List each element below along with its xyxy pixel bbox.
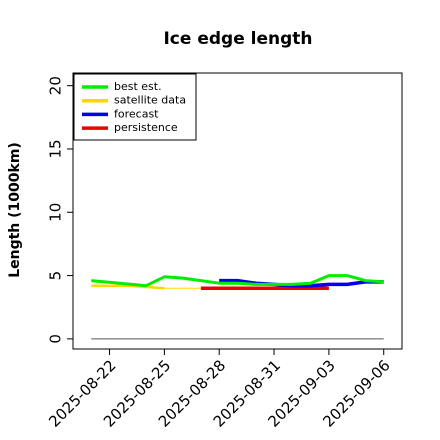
x-axis: 2025-08-222025-08-252025-08-282025-08-31… xyxy=(45,349,394,431)
y-axis-label: Length (1000km) xyxy=(7,142,23,278)
y-tick-label: 10 xyxy=(47,203,65,222)
legend: best est.satellite dataforecastpersisten… xyxy=(73,73,197,141)
legend-entry: forecast xyxy=(114,107,159,120)
plot-frame xyxy=(72,72,403,350)
y-tick-label: 20 xyxy=(47,76,65,95)
legend-entry: best est. xyxy=(114,80,162,93)
chart-title: Ice edge length xyxy=(163,29,312,49)
series-line-satellite-data xyxy=(91,284,165,290)
legend-entry: satellite data xyxy=(114,94,186,107)
y-tick-label: 15 xyxy=(47,139,65,158)
series-line-best-est- xyxy=(91,274,384,288)
series-line-forecast xyxy=(219,278,384,288)
y-tick-label: 0 xyxy=(47,334,65,344)
y-tick-label: 5 xyxy=(47,271,65,281)
series-layer xyxy=(91,274,384,340)
y-axis: 0 5 10 15 20 xyxy=(47,76,73,344)
legend-entry: persistence xyxy=(114,121,178,134)
